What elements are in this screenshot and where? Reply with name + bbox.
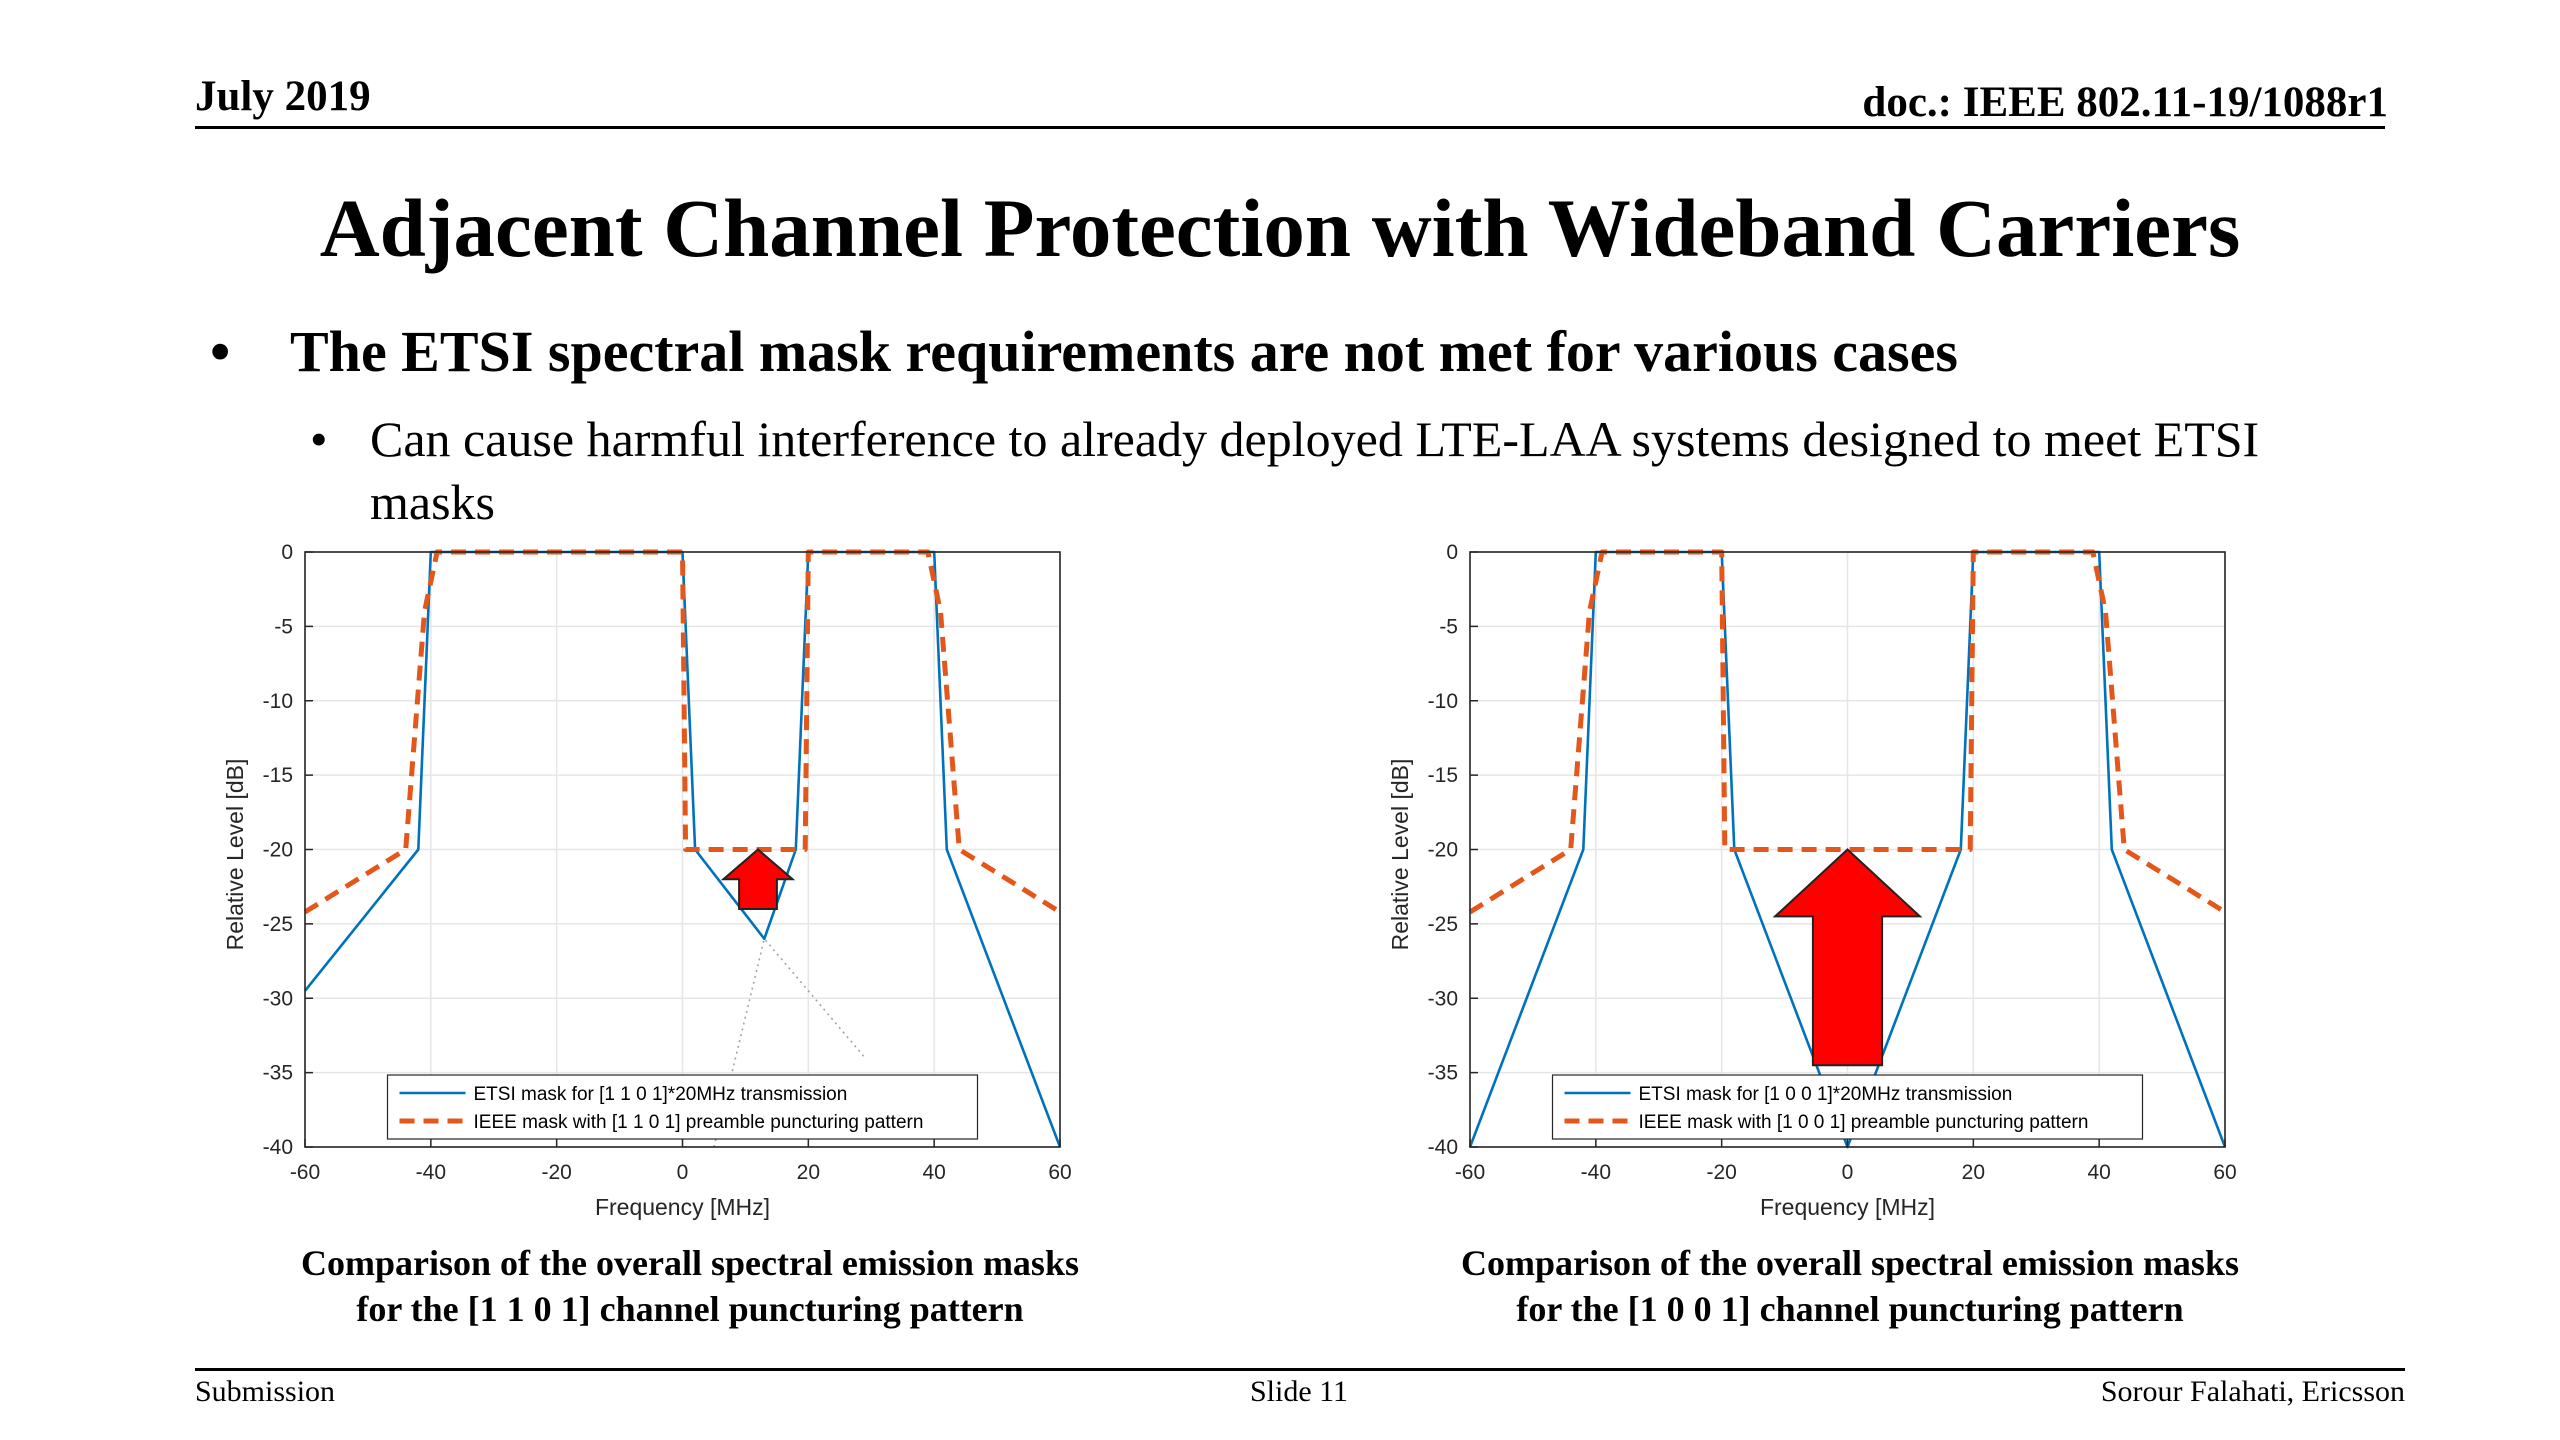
x-tick-label: 60 bbox=[2213, 1161, 2236, 1184]
header-rule bbox=[195, 126, 2385, 129]
annotation-arrow bbox=[1772, 848, 1923, 1067]
y-tick-label: -20 bbox=[263, 839, 293, 862]
legend-box bbox=[1551, 1074, 2144, 1140]
x-tick-label: 0 bbox=[677, 1161, 689, 1184]
x-axis-label: Frequency [MHz] bbox=[1760, 1194, 1935, 1220]
header-doc-id: doc.: IEEE 802.11-19/1088r1 bbox=[1862, 79, 2388, 126]
y-tick-label: -5 bbox=[1439, 615, 1458, 638]
x-tick-label: -60 bbox=[1455, 1161, 1485, 1184]
series-dashed-line bbox=[303, 549, 1062, 915]
chart-1001: -60 -40 -20 0 20 40 600-5-10-15-20-25-30-35-40… bbox=[1387, 541, 2237, 1220]
x-tick-label: 60 bbox=[1048, 1161, 1071, 1184]
footer-author: Sorour Falahati, Ericsson bbox=[2100, 1375, 2405, 1408]
series-solid-line bbox=[303, 550, 1062, 1148]
chart-caption-1101: Comparison of the overall spectral emiss… bbox=[230, 1240, 1150, 1332]
x-tick-label: 40 bbox=[2087, 1161, 2110, 1184]
annotation-arrow bbox=[720, 848, 796, 910]
y-tick-label: -10 bbox=[263, 690, 293, 713]
caption-line: for the [1 1 0 1] channel puncturing pat… bbox=[356, 1289, 1024, 1329]
y-tick-label: -35 bbox=[1428, 1062, 1458, 1085]
chart-caption-1001: Comparison of the overall spectral emiss… bbox=[1390, 1240, 2310, 1332]
y-tick-label: 0 bbox=[281, 541, 293, 564]
caption-line: for the [1 0 0 1] channel puncturing pat… bbox=[1516, 1289, 2184, 1329]
y-tick-label: 0 bbox=[1446, 541, 1458, 564]
x-tick-label: -40 bbox=[1581, 1161, 1611, 1184]
y-tick-label: -30 bbox=[263, 987, 293, 1010]
header-date: July 2019 bbox=[195, 73, 371, 120]
y-tick-label: -10 bbox=[1428, 690, 1458, 713]
y-tick-label: -30 bbox=[1428, 987, 1458, 1010]
x-tick-label: 20 bbox=[797, 1161, 820, 1184]
y-tick-label: -15 bbox=[263, 764, 293, 787]
caption-line: Comparison of the overall spectral emiss… bbox=[301, 1243, 1079, 1283]
caption-line: Comparison of the overall spectral emiss… bbox=[1461, 1243, 2239, 1283]
legend-entry: IEEE mask with [1 0 0 1] preamble punctu… bbox=[1639, 1112, 2089, 1133]
bullet-level-1: • The ETSI spectral mask requirements are… bbox=[210, 318, 1958, 385]
chart-1101: -60 -40 -20 0 20 40 600-5-10-15-20-25-30-35-40… bbox=[222, 541, 1072, 1220]
legend-entry: IEEE mask with [1 1 0 1] preamble punctu… bbox=[474, 1112, 924, 1133]
x-tick-label: -60 bbox=[290, 1161, 320, 1184]
bullet-level-2: • Can cause harmful interference to alre… bbox=[310, 408, 2360, 534]
x-tick-label: 40 bbox=[922, 1161, 945, 1184]
footer-rule bbox=[195, 1368, 2405, 1371]
legend-entry: ETSI mask for [1 1 0 1]*20MHz transmissi… bbox=[474, 1084, 848, 1105]
bullet-marker: • bbox=[210, 319, 231, 384]
x-tick-label: -40 bbox=[416, 1161, 446, 1184]
x-tick-label: 0 bbox=[1842, 1161, 1854, 1184]
y-axis-label: Relative Level [dB] bbox=[222, 759, 248, 951]
y-tick-label: -40 bbox=[263, 1136, 293, 1159]
x-tick-label: -20 bbox=[541, 1161, 571, 1184]
legend-box bbox=[386, 1074, 979, 1140]
bullet-text: Can cause harmful interference to alread… bbox=[370, 411, 2260, 530]
y-axis-label: Relative Level [dB] bbox=[1387, 759, 1413, 951]
bullet-text: The ETSI spectral mask requirements are … bbox=[290, 319, 1958, 384]
y-tick-label: -25 bbox=[263, 913, 293, 936]
x-tick-label: 20 bbox=[1962, 1161, 1985, 1184]
series-dotted-line bbox=[713, 937, 866, 1148]
x-axis-label: Frequency [MHz] bbox=[595, 1194, 770, 1220]
footer-submission: Submission bbox=[195, 1375, 336, 1408]
slide-title: Adjacent Channel Protection with Wideban… bbox=[319, 182, 2241, 274]
footer-slide-number: Slide 11 bbox=[1250, 1375, 1349, 1408]
y-tick-label: -20 bbox=[1428, 839, 1458, 862]
series-dashed-line bbox=[1468, 549, 2227, 915]
y-tick-label: -40 bbox=[1428, 1136, 1458, 1159]
y-tick-label: -5 bbox=[274, 615, 293, 638]
x-tick-label: -20 bbox=[1706, 1161, 1736, 1184]
y-tick-label: -25 bbox=[1428, 913, 1458, 936]
bullet-marker: • bbox=[310, 411, 328, 467]
y-tick-label: -35 bbox=[263, 1062, 293, 1085]
y-tick-label: -15 bbox=[1428, 764, 1458, 787]
legend-entry: ETSI mask for [1 0 0 1]*20MHz transmissi… bbox=[1639, 1084, 2013, 1105]
